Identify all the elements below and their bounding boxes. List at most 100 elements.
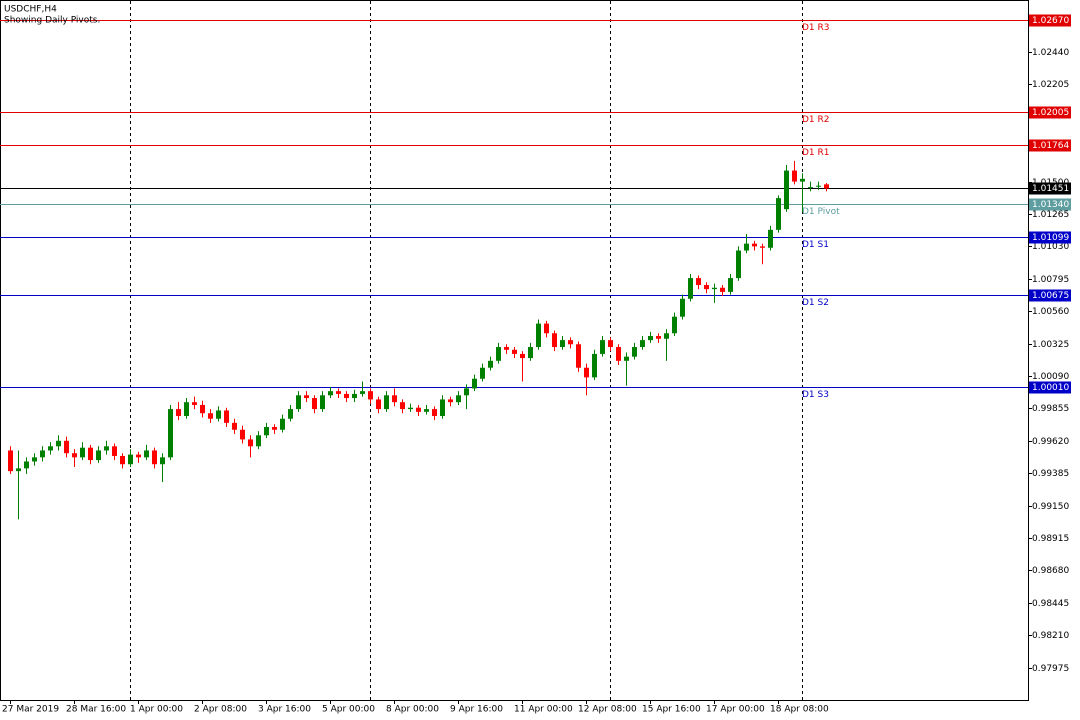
candle-body (640, 340, 645, 348)
candle-body (488, 360, 493, 368)
pivot-label: D1 R2 (802, 115, 830, 125)
candle-body (328, 391, 333, 396)
y-tick-label: 0.99385 (1032, 469, 1069, 479)
price-box-label: 1.01451 (1032, 184, 1069, 194)
x-tick-label: 12 Apr 08:00 (578, 705, 637, 715)
candle-body (112, 446, 117, 456)
price-box-label: 1.02005 (1032, 108, 1069, 118)
x-tick-label: 3 Apr 16:00 (258, 705, 311, 715)
y-tick-label: 1.00090 (1032, 372, 1069, 382)
price-box-label: 1.01099 (1032, 233, 1069, 243)
candle-body (464, 388, 469, 396)
price-box (1029, 198, 1071, 211)
candle-body (616, 347, 621, 361)
candle-body (576, 344, 581, 368)
candle-body (584, 367, 589, 378)
candle-body (512, 349, 517, 354)
candle-body (720, 287, 725, 292)
candle-body (32, 457, 37, 462)
candle-body (808, 187, 813, 189)
candle-body (320, 395, 325, 410)
candle-body (624, 356, 629, 361)
candle-body (480, 367, 485, 379)
candle-body (784, 170, 789, 210)
x-tick-label: 18 Apr 08:00 (770, 705, 829, 715)
candle-body (800, 178, 805, 182)
y-tick-label: 0.98445 (1032, 599, 1069, 609)
price-box (1029, 381, 1071, 394)
candle-body (672, 316, 677, 334)
candle-body (792, 170, 797, 182)
candle-body (48, 446, 53, 451)
candle-body (648, 336, 653, 341)
price-box (1029, 106, 1071, 119)
candle-body (472, 378, 477, 389)
candle-body (408, 407, 413, 410)
candle-body (104, 446, 109, 451)
y-tick-label: 0.98680 (1032, 566, 1069, 576)
candle-body (176, 409, 181, 416)
candle-body (520, 353, 525, 359)
candle-body (344, 393, 349, 399)
x-tick-label: 11 Apr 00:00 (514, 705, 573, 715)
candle-body (40, 450, 45, 458)
candle-body (376, 399, 381, 410)
candle-body (296, 395, 301, 410)
candle-body (240, 429, 245, 440)
candle-body (552, 333, 557, 348)
candle-body (168, 409, 173, 458)
price-box (1029, 289, 1071, 302)
price-box (1029, 14, 1071, 27)
candle-body (544, 323, 549, 334)
candle-body (352, 393, 357, 399)
y-tick-label: 1.01030 (1032, 242, 1069, 252)
y-tick-label: 1.00325 (1032, 340, 1069, 350)
candle-body (736, 250, 741, 279)
candle-body (664, 333, 669, 339)
candle-body (128, 454, 133, 465)
chart-subtitle: Showing Daily Pivots. (4, 16, 100, 26)
candle-body (144, 450, 149, 458)
price-box (1029, 231, 1071, 244)
y-tick-label: 0.99620 (1032, 437, 1069, 447)
pivot-label: D1 S2 (802, 298, 829, 308)
y-tick-label: 0.97975 (1032, 664, 1069, 674)
candle-body (136, 454, 141, 458)
candle-body (264, 427, 269, 436)
y-tick-label: 0.99855 (1032, 404, 1069, 414)
candle-body (728, 278, 733, 292)
candle-body (656, 336, 661, 339)
y-tick-label: 0.98915 (1032, 534, 1069, 544)
candle-body (424, 409, 429, 412)
candle-body (752, 243, 757, 247)
candle-body (768, 229, 773, 248)
candle-body (56, 440, 61, 447)
candle-body (712, 287, 717, 290)
candle-body (368, 391, 373, 400)
candle-body (8, 450, 13, 472)
candle-body (440, 399, 445, 416)
candle-body (200, 404, 205, 414)
candle-body (416, 407, 421, 412)
pivot-label: D1 S3 (802, 390, 829, 400)
candle-body (16, 468, 21, 472)
candle-body (336, 391, 341, 394)
pivot-label: D1 Pivot (802, 207, 840, 217)
candle-body (224, 410, 229, 423)
candle-body (184, 402, 189, 416)
x-tick-label: 28 Mar 16:00 (66, 705, 126, 715)
candle-body (816, 185, 821, 187)
candle-body (432, 409, 437, 416)
candle-body (88, 447, 93, 461)
candle-body (528, 347, 533, 359)
candle-body (592, 353, 597, 378)
chart-title: USDCHF,H4 (4, 5, 57, 15)
x-tick-label: 1 Apr 00:00 (130, 705, 183, 715)
candle-body (312, 398, 317, 410)
y-tick-label: 1.00560 (1032, 307, 1069, 317)
price-box (1029, 139, 1071, 152)
candle-body (504, 347, 509, 350)
candle-body (64, 440, 69, 454)
candle-body (384, 395, 389, 410)
